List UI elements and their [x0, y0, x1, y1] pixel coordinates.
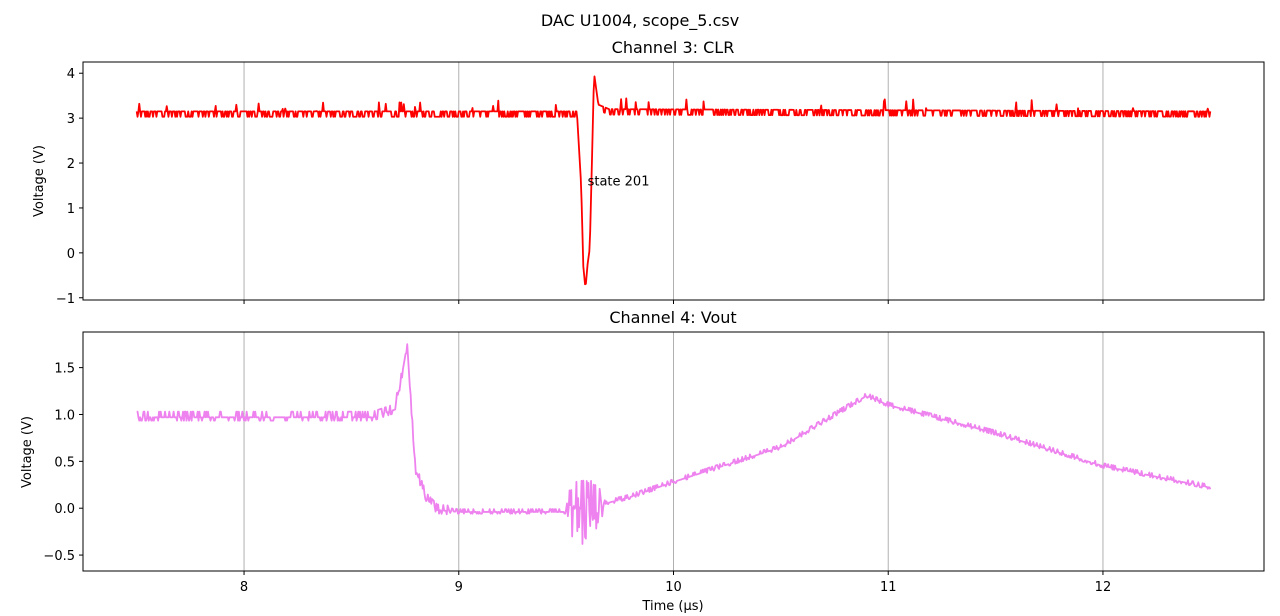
x-tick-label: 8 [240, 580, 248, 595]
x-tick-label: 11 [880, 580, 897, 595]
chart-clr: Channel 3: CLR −1 0 1 2 3 4 Voltage (V) state… [32, 38, 1265, 307]
series-line [135, 75, 1212, 286]
y-tick-label: −1 [56, 292, 75, 307]
chart-clr-x-axis [243, 300, 1104, 304]
figure-suptitle: DAC U1004, scope_5.csv [541, 11, 739, 31]
y-tick-label: 1 [67, 202, 75, 217]
chart-vout: Channel 4: Vout −0.5 0.0 0.5 1.0 1.5 8 9 10 11 1… [20, 308, 1265, 614]
chart-vout-ylabel: Voltage (V) [20, 416, 35, 488]
chart-clr-grid [243, 62, 1104, 300]
y-tick-label: 4 [67, 67, 75, 82]
y-tick-label: 0.0 [54, 502, 75, 517]
y-tick-label: 0 [67, 247, 75, 262]
y-tick-label: 1.0 [54, 408, 75, 423]
y-tick-label: 3 [67, 112, 75, 127]
chart-vout-y-axis: −0.5 0.0 0.5 1.0 1.5 [43, 362, 83, 564]
y-tick-label: 2 [67, 157, 75, 172]
chart-vout-title: Channel 4: Vout [609, 308, 736, 327]
series-line [136, 343, 1212, 545]
y-tick-label: 1.5 [54, 362, 75, 377]
x-tick-label: 9 [455, 580, 463, 595]
x-tick-label: 10 [665, 580, 682, 595]
chart-clr-ylabel: Voltage (V) [32, 145, 47, 217]
chart-vout-series [136, 343, 1212, 545]
y-tick-label: −0.5 [43, 549, 75, 564]
chart-vout-grid [243, 332, 1104, 571]
y-tick-label: 0.5 [54, 455, 75, 470]
chart-clr-title: Channel 3: CLR [612, 38, 735, 57]
chart-vout-x-axis: 8 9 10 11 12 [240, 571, 1111, 595]
chart-clr-annotation: state 201 [588, 174, 650, 189]
x-tick-label: 12 [1095, 580, 1112, 595]
chart-vout-xlabel: Time (µs) [641, 599, 703, 614]
chart-clr-y-axis: −1 0 1 2 3 4 [56, 67, 83, 307]
chart-clr-series [135, 75, 1212, 286]
